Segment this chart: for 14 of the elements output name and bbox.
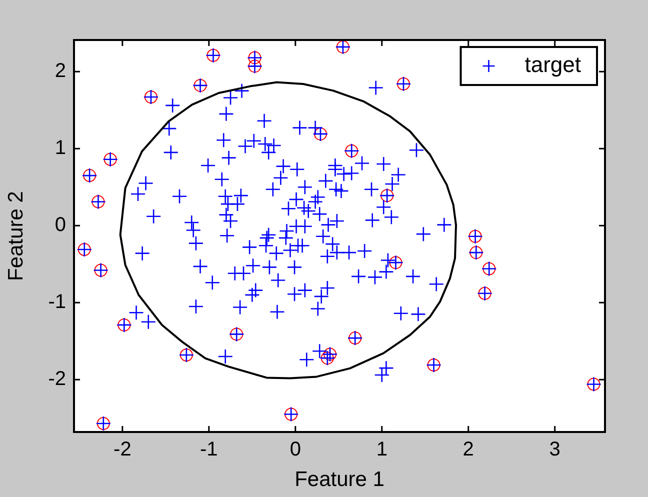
y-tick-label: 2 — [54, 60, 66, 82]
y-axis-title: Feature 2 — [4, 191, 28, 281]
y-tick-label: 1 — [54, 137, 66, 160]
x-tick-label: 1 — [376, 438, 388, 461]
legend-label: target — [524, 52, 582, 78]
x-tick-label: -2 — [114, 438, 132, 461]
x-axis-title: Feature 1 — [294, 468, 384, 492]
x-tick-label: 2 — [462, 438, 474, 461]
y-tick-label: -1 — [48, 291, 66, 314]
x-tick-label: 3 — [549, 438, 560, 461]
y-tick-label: 0 — [54, 214, 66, 236]
x-tick-label: 0 — [290, 438, 301, 461]
x-tick-label: -1 — [200, 438, 218, 461]
y-tick-label: -2 — [48, 368, 66, 390]
